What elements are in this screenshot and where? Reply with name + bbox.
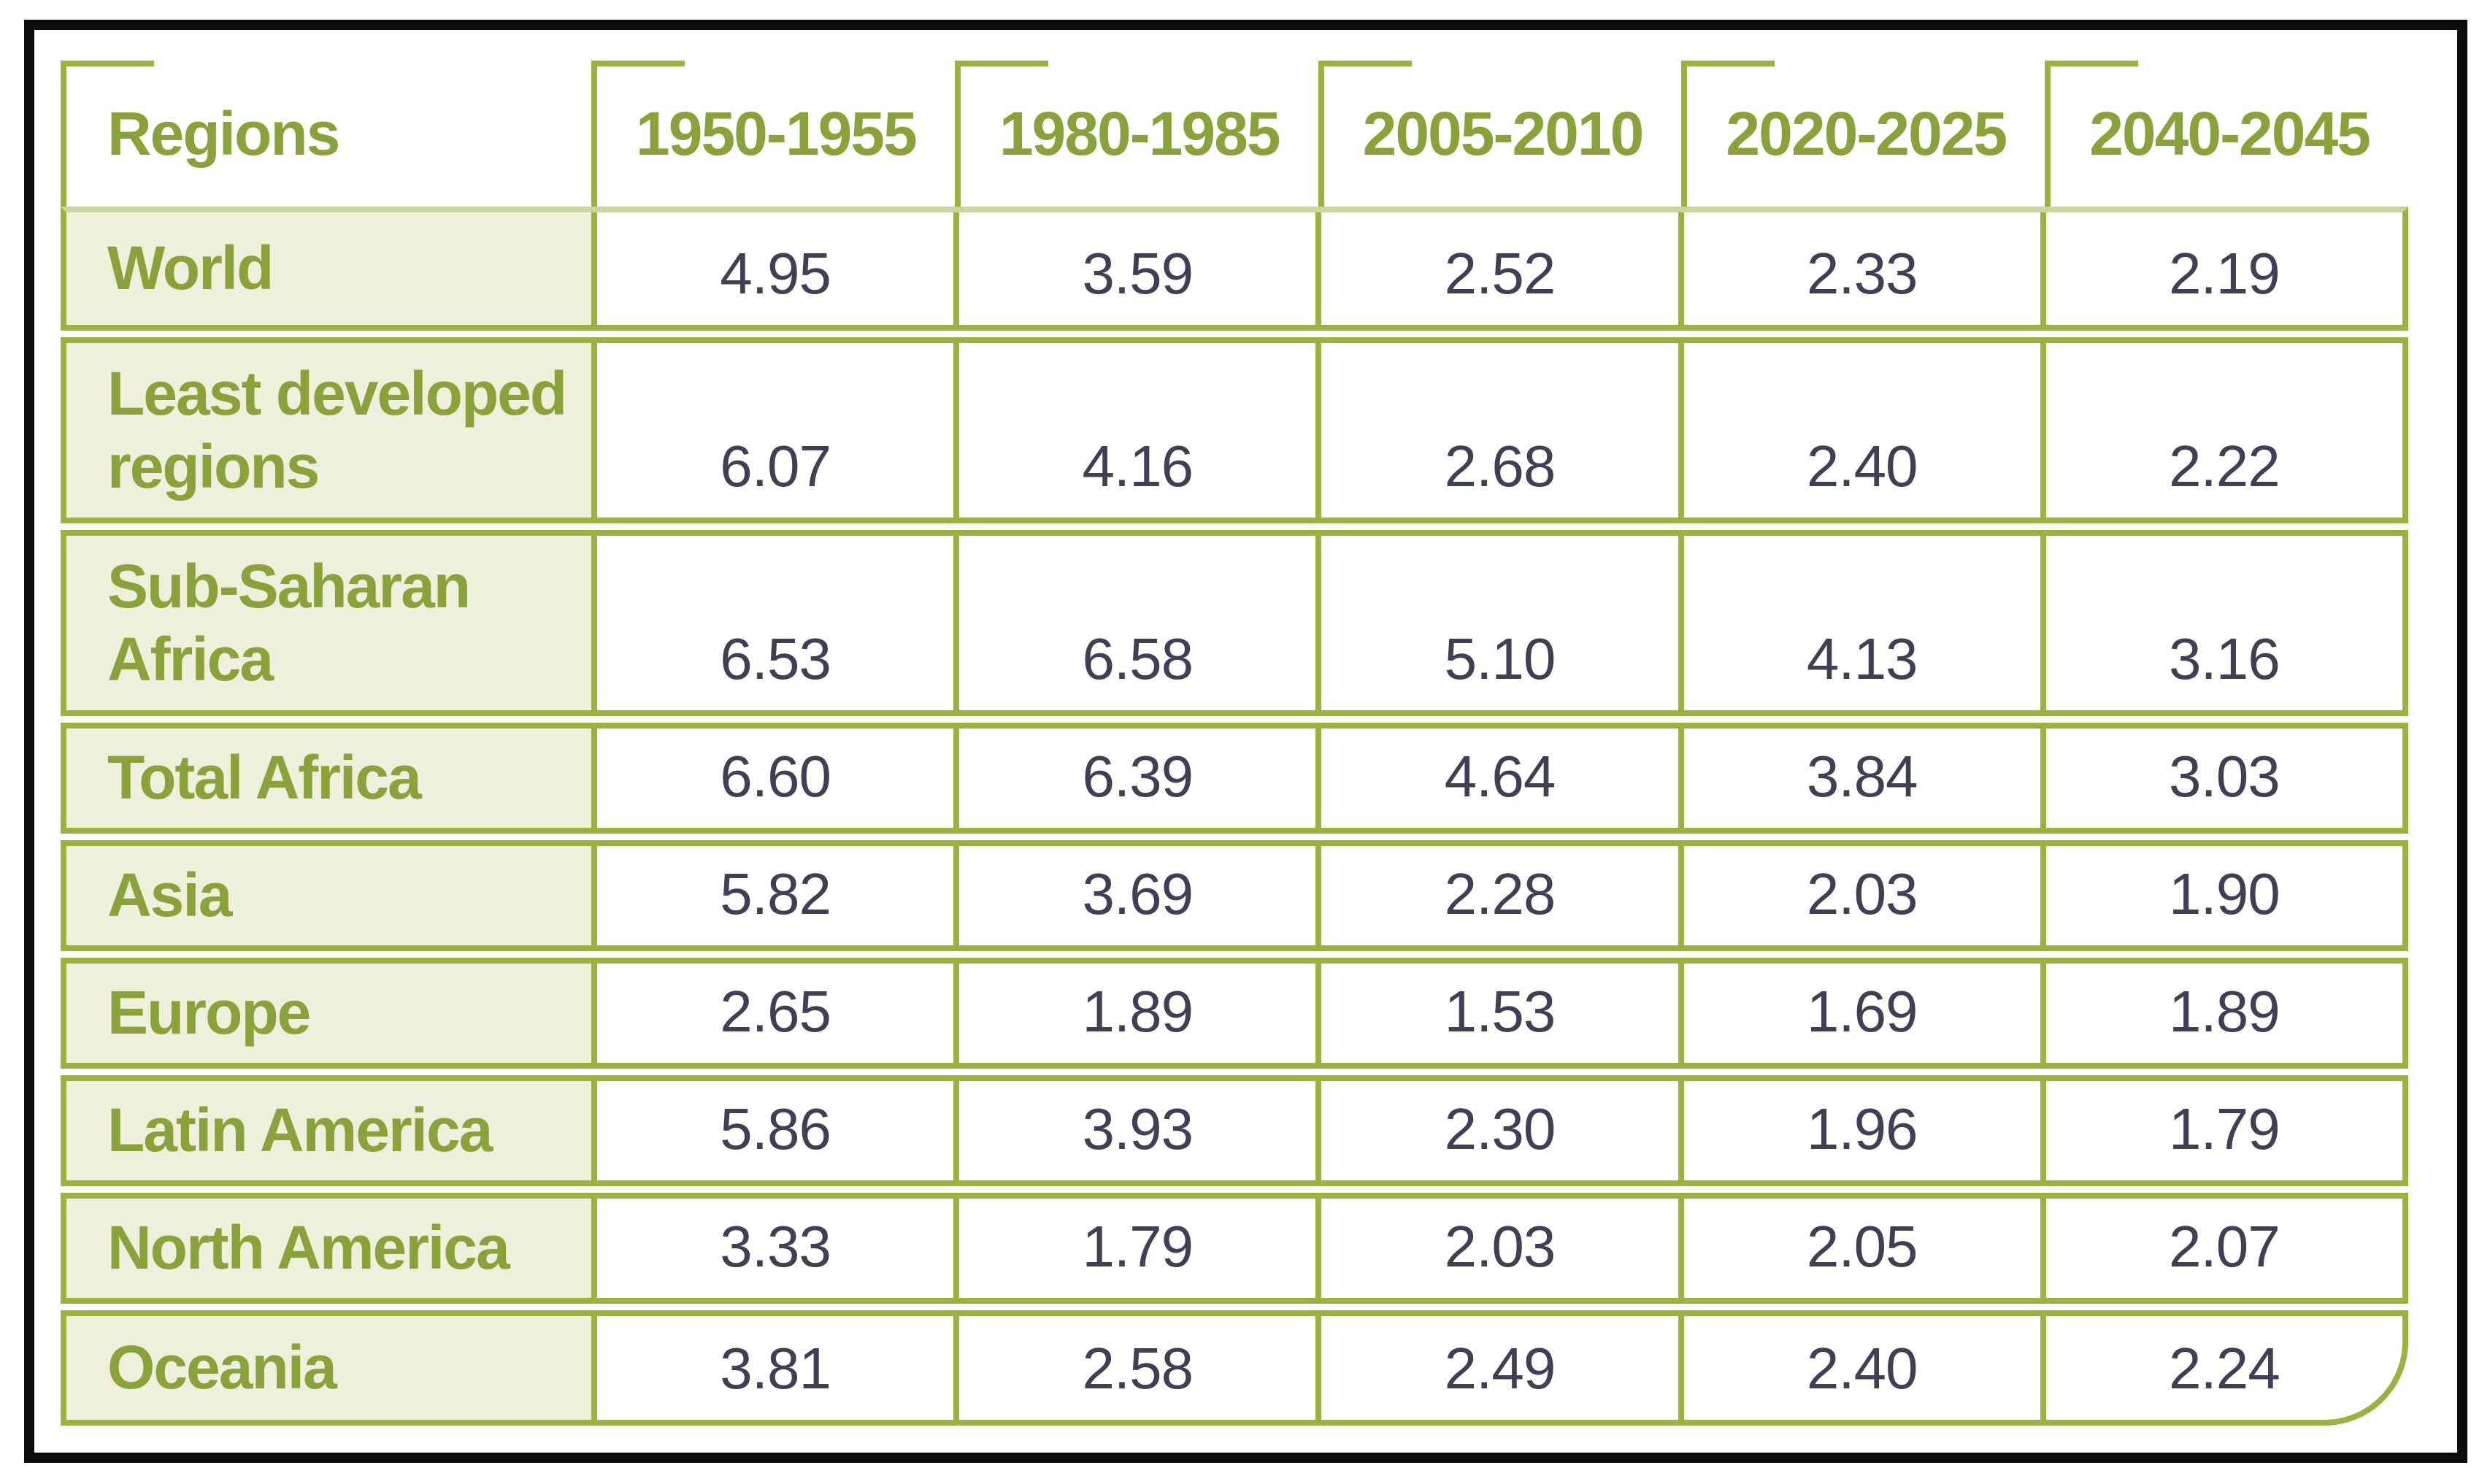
region-label: Sub-Saharan Africa [66,536,591,710]
region-label: Europe [66,964,591,1063]
value-cell: 4.13 [1678,536,2040,710]
value-cell: 2.03 [1678,846,2040,945]
value-cell: 2.40 [1678,343,2040,518]
region-label: World [66,212,591,325]
value-cell: 2.28 [1315,846,1678,945]
value-cell: 1.53 [1315,964,1678,1063]
table-row: Asia 5.82 3.69 2.28 2.03 1.90 [61,840,2408,951]
region-label: Oceania [66,1316,591,1420]
outer-frame [24,20,2467,1463]
value-cell: 6.07 [591,343,953,518]
region-label: Latin America [66,1081,591,1180]
table-body: World 4.95 3.59 2.52 2.33 2.19 Least developed… [61,207,2408,1426]
column-header-2040-2045: 2040-2045 [2045,61,2408,207]
value-cell: 1.79 [2040,1081,2402,1180]
value-cell: 2.05 [1678,1199,2040,1298]
table-row: Least developed regions 6.07 4.16 2.68 2.40 2… [61,337,2408,523]
value-cell: 1.96 [1678,1081,2040,1180]
value-cell: 3.84 [1678,728,2040,828]
table-row: World 4.95 3.59 2.52 2.33 2.19 [61,207,2408,331]
value-cell: 3.69 [953,846,1315,945]
column-header-2020-2025: 2020-2025 [1681,61,2045,207]
table-row: Sub-Saharan Africa 6.53 6.58 5.10 4.13 3.16 [61,530,2408,716]
column-header-regions: Regions [61,61,591,207]
value-cell: 3.59 [953,212,1315,325]
value-cell: 4.95 [591,212,953,325]
value-cell: 2.30 [1315,1081,1678,1180]
value-cell: 3.81 [591,1316,953,1420]
value-cell: 2.49 [1315,1316,1678,1420]
value-cell: 6.58 [953,536,1315,710]
value-cell: 3.03 [2040,728,2402,828]
table-row: Total Africa 6.60 6.39 4.64 3.84 3.03 [61,723,2408,834]
fertility-rate-table: Regions 1950-1955 1980-1985 2005-2010 20… [61,61,2408,1426]
value-cell: 3.93 [953,1081,1315,1180]
value-cell: 2.58 [953,1316,1315,1420]
value-cell: 1.89 [2040,964,2402,1063]
value-cell: 2.19 [2040,212,2402,325]
value-cell: 2.65 [591,964,953,1063]
value-cell: 1.90 [2040,846,2402,945]
value-cell: 2.40 [1678,1316,2040,1420]
region-label: Asia [66,846,591,945]
column-header-1980-1985: 1980-1985 [954,61,1318,207]
value-cell: 2.03 [1315,1199,1678,1298]
value-cell: 4.64 [1315,728,1678,828]
value-cell: 5.10 [1315,536,1678,710]
table-row: Latin America 5.86 3.93 2.30 1.96 1.79 [61,1075,2408,1186]
table-row: Europe 2.65 1.89 1.53 1.69 1.89 [61,958,2408,1069]
value-cell: 1.89 [953,964,1315,1063]
value-cell: 2.68 [1315,343,1678,518]
region-label: Least developed regions [66,343,591,518]
column-header-2005-2010: 2005-2010 [1318,61,1682,207]
region-label: Total Africa [66,728,591,828]
column-header-1950-1955: 1950-1955 [591,61,955,207]
value-cell: 1.79 [953,1199,1315,1298]
value-cell: 3.33 [591,1199,953,1298]
value-cell: 2.07 [2040,1199,2402,1298]
value-cell: 5.86 [591,1081,953,1180]
table-row: North America 3.33 1.79 2.03 2.05 2.07 [61,1193,2408,1304]
value-cell: 1.69 [1678,964,2040,1063]
value-cell: 5.82 [591,846,953,945]
value-cell: 6.53 [591,536,953,710]
value-cell: 4.16 [953,343,1315,518]
value-cell: 3.16 [2040,536,2402,710]
value-cell: 2.33 [1678,212,2040,325]
value-cell: 2.22 [2040,343,2402,518]
table-row: Oceania 3.81 2.58 2.49 2.40 2.24 [61,1310,2408,1426]
value-cell: 2.24 [2040,1316,2402,1420]
value-cell: 6.39 [953,728,1315,828]
value-cell: 6.60 [591,728,953,828]
value-cell: 2.52 [1315,212,1678,325]
region-label: North America [66,1199,591,1298]
table-header-row: Regions 1950-1955 1980-1985 2005-2010 20… [61,61,2408,207]
